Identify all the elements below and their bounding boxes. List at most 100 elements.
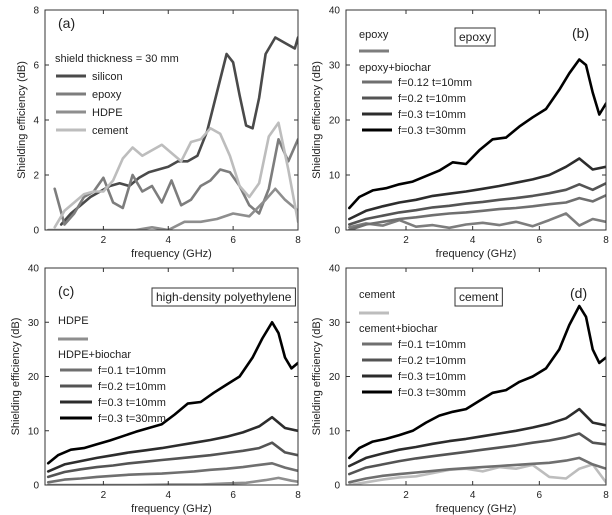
series-group bbox=[46, 320, 298, 485]
series-line-f-0-1-t-10mm bbox=[347, 456, 606, 484]
y-tick-label: 40 bbox=[329, 6, 341, 17]
y-axis-label: Shielding efficiency (dB) bbox=[311, 318, 323, 436]
x-axis-label: frequency (GHz) bbox=[436, 248, 517, 260]
boxed-material-label: high-density polyethylene bbox=[156, 290, 292, 304]
legend-header-biochar: cement+biochar bbox=[359, 323, 438, 335]
series-line-cement bbox=[53, 121, 298, 229]
y-tick-label: 10 bbox=[28, 426, 40, 437]
x-tick-label: 4 bbox=[470, 235, 476, 246]
x-tick-label: 6 bbox=[537, 235, 543, 246]
x-tick-label: 4 bbox=[165, 490, 171, 501]
boxed-label-frame bbox=[151, 287, 296, 307]
y-tick-label: 30 bbox=[329, 318, 341, 329]
series-line-epoxy bbox=[53, 138, 298, 226]
x-tick-label: 2 bbox=[403, 490, 409, 501]
series-line-f-0-2-t-10mm bbox=[347, 432, 606, 476]
x-tick-label: 8 bbox=[295, 490, 301, 501]
x-tick-label: 6 bbox=[537, 490, 543, 501]
series-group bbox=[46, 36, 298, 230]
panel-b: 2 4 6 8 0 10 20 30 40 frequency (GHz) Shielding ef… bbox=[311, 6, 609, 261]
x-axis-label: frequency (GHz) bbox=[131, 503, 212, 515]
x-tick-label: 2 bbox=[403, 235, 409, 246]
legend-header-biochar: HDPE+biochar bbox=[58, 349, 131, 361]
series-line-f-0-3-t-10mm bbox=[347, 157, 606, 221]
y-tick-label: 40 bbox=[28, 264, 40, 275]
x-axis-label: frequency (GHz) bbox=[131, 248, 212, 260]
legend-header-biochar: epoxy+biochar bbox=[359, 62, 431, 74]
x-tick-label: 4 bbox=[470, 490, 476, 501]
series-line-f-0-3-t-10mm bbox=[347, 407, 606, 468]
boxed-label-frame bbox=[454, 27, 496, 47]
boxed-material-label: cement bbox=[459, 290, 499, 304]
y-tick-label: 30 bbox=[28, 318, 40, 329]
legend-entry: f=0.2 t=10mm bbox=[98, 381, 166, 393]
series-line-hdpe bbox=[46, 187, 298, 230]
series-line-f-0-3-t-30mm bbox=[347, 304, 606, 460]
legend-entry: cement bbox=[92, 125, 128, 137]
series-line-f-0-12-t-10mm bbox=[347, 194, 606, 230]
legend-entry: f=0.3 t=30mm bbox=[398, 125, 466, 137]
legend-header-plain: epoxy bbox=[359, 29, 389, 41]
legend-entry: f=0.12 t=10mm bbox=[398, 77, 472, 89]
legend-entry: HDPE bbox=[92, 107, 123, 119]
y-tick-label: 20 bbox=[28, 372, 40, 383]
panel-d: 2 4 6 8 0 10 20 30 40 frequency (GHz) Shielding ef… bbox=[311, 264, 609, 515]
legend-entry: f=0.3 t=10mm bbox=[398, 371, 466, 383]
x-tick-label: 8 bbox=[603, 235, 609, 246]
legend-entry: epoxy bbox=[92, 89, 122, 101]
legend-header-plain: HDPE bbox=[58, 315, 89, 327]
panel-c: 2 4 6 8 0 10 20 30 40 frequency (GHz) Shielding ef… bbox=[10, 264, 301, 515]
legend-entry: f=0.2 t=10mm bbox=[398, 93, 466, 105]
x-tick-label: 2 bbox=[101, 490, 107, 501]
y-tick-label: 30 bbox=[329, 61, 341, 72]
legend-entry: f=0.3 t=30mm bbox=[398, 387, 466, 399]
y-tick-label: 4 bbox=[33, 116, 39, 127]
y-tick-label: 10 bbox=[329, 171, 341, 182]
y-tick-label: 8 bbox=[33, 6, 39, 17]
y-tick-label: 0 bbox=[33, 226, 39, 237]
x-tick-label: 8 bbox=[295, 235, 301, 246]
x-tick-label: 6 bbox=[230, 235, 236, 246]
x-tick-label: 4 bbox=[165, 235, 171, 246]
series-line-f-0-1-t-10mm bbox=[46, 461, 298, 484]
legend-entry: f=0.3 t=30mm bbox=[98, 413, 166, 425]
y-axis-label: Shielding efficiency (dB) bbox=[10, 318, 22, 436]
legend-entry: silicon bbox=[92, 71, 123, 83]
y-tick-label: 0 bbox=[33, 481, 39, 492]
x-tick-label: 2 bbox=[101, 235, 107, 246]
series-line-f-0-3-t-30mm bbox=[46, 320, 298, 465]
legend-entry: f=0.1 t=10mm bbox=[398, 339, 466, 351]
series-group bbox=[347, 58, 606, 230]
y-tick-label: 10 bbox=[329, 426, 341, 437]
y-tick-label: 0 bbox=[334, 481, 340, 492]
series-line-hdpe bbox=[46, 476, 298, 485]
y-tick-label: 20 bbox=[329, 116, 341, 127]
legend-entry: f=0.3 t=10mm bbox=[98, 397, 166, 409]
boxed-material-label: epoxy bbox=[459, 30, 491, 44]
thickness-annotation: shield thickness = 30 mm bbox=[55, 53, 179, 65]
series-line-cement bbox=[347, 463, 606, 485]
series-line-f-0-2-t-10mm bbox=[347, 182, 606, 226]
y-tick-label: 0 bbox=[334, 226, 340, 237]
y-tick-label: 2 bbox=[33, 171, 39, 182]
panel-label: (d) bbox=[570, 285, 587, 301]
legend-entry: f=0.2 t=10mm bbox=[398, 355, 466, 367]
y-tick-label: 20 bbox=[329, 372, 341, 383]
x-tick-label: 6 bbox=[230, 490, 236, 501]
y-axis-label: Shielding efficiency (dB) bbox=[16, 61, 28, 179]
y-tick-label: 40 bbox=[329, 264, 341, 275]
boxed-label-frame bbox=[454, 287, 503, 307]
series-line-f-0-3-t-30mm bbox=[347, 58, 606, 210]
panel-label: (a) bbox=[58, 15, 75, 31]
legend-header-plain: cement bbox=[359, 289, 395, 301]
series-line-epoxy bbox=[347, 212, 606, 230]
y-axis-label: Shielding efficiency (dB) bbox=[311, 61, 323, 179]
series-group bbox=[347, 304, 606, 485]
legend-entry: f=0.1 t=10mm bbox=[98, 365, 166, 377]
legend-entry: f=0.3 t=10mm bbox=[398, 109, 466, 121]
y-tick-label: 6 bbox=[33, 61, 39, 72]
x-tick-label: 8 bbox=[603, 490, 609, 501]
x-axis-label: frequency (GHz) bbox=[436, 503, 517, 515]
panel-a: 2 4 6 8 0 2 4 6 8 frequency (GHz) Shielding effici… bbox=[16, 6, 301, 261]
